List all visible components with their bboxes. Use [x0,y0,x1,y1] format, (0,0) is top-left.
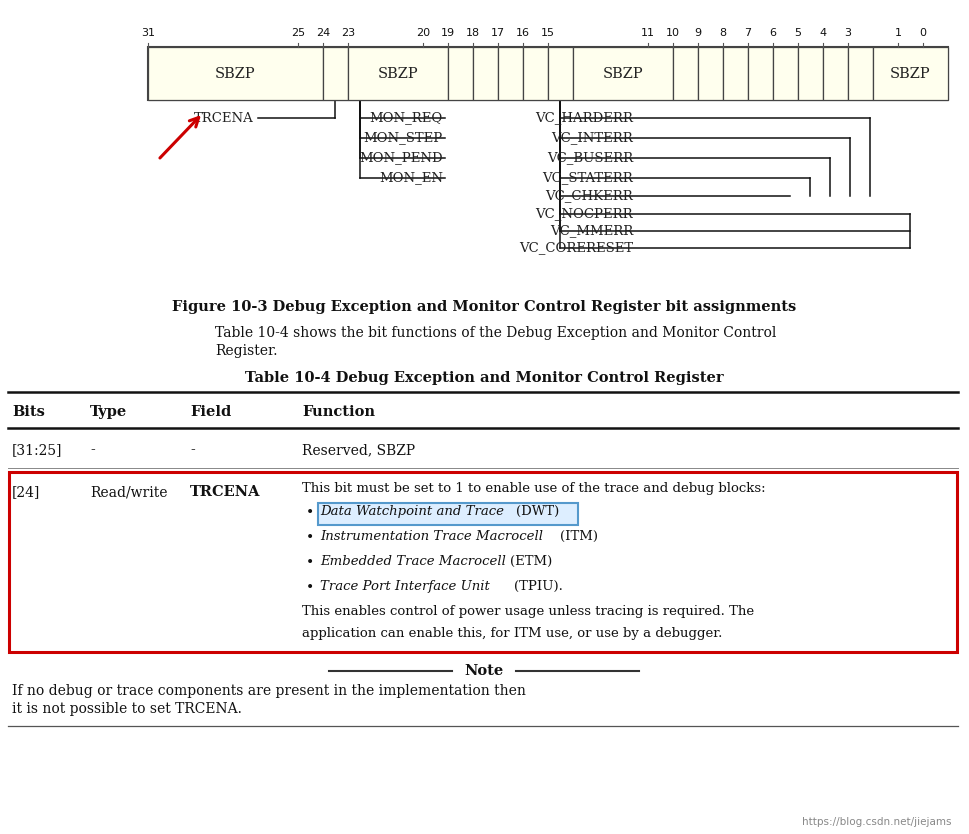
Text: 6: 6 [768,28,776,38]
Text: If no debug or trace components are present in the implementation then: If no debug or trace components are pres… [12,684,525,698]
Text: (TPIU).: (TPIU). [514,580,562,593]
Bar [148,47,947,100]
Bar [573,47,672,100]
Text: Trace Port Interface Unit: Trace Port Interface Unit [320,580,489,593]
Bar [9,472,956,652]
Text: 3: 3 [844,28,851,38]
Text: 18: 18 [465,28,480,38]
Text: -: - [90,443,95,457]
Bar [348,47,448,100]
Text: (DWT): (DWT) [516,505,559,518]
Text: SBZP: SBZP [602,67,642,81]
Bar [497,47,522,100]
Text: 16: 16 [516,28,529,38]
Text: •: • [305,555,314,569]
Text: Note: Note [464,664,503,678]
Text: SBZP: SBZP [377,67,418,81]
Text: -: - [190,443,195,457]
Text: it is not possible to set TRCENA.: it is not possible to set TRCENA. [12,702,241,716]
Bar [473,47,497,100]
Bar [747,47,772,100]
Text: VC_CORERESET: VC_CORERESET [518,242,633,254]
Text: This enables control of power usage unless tracing is required. The: This enables control of power usage unle… [301,605,753,618]
Text: SBZP: SBZP [890,67,930,81]
Text: 31: 31 [141,28,155,38]
Text: •: • [305,580,314,594]
Text: (ITM): (ITM) [559,530,597,543]
Bar [698,47,722,100]
Text: MON_EN: MON_EN [379,172,443,184]
Text: Type: Type [90,405,127,419]
Bar [772,47,797,100]
Text: Function: Function [301,405,375,419]
Text: 4: 4 [819,28,826,38]
Bar [522,47,547,100]
Text: Figure 10-3 Debug Exception and Monitor Control Register bit assignments: Figure 10-3 Debug Exception and Monitor … [172,300,796,314]
Bar [148,47,323,100]
Bar [822,47,847,100]
Text: MON_REQ: MON_REQ [369,112,443,124]
Text: 9: 9 [694,28,701,38]
Text: VC_INTERR: VC_INTERR [550,132,633,144]
Text: Table 10-4 shows the bit functions of the Debug Exception and Monitor Control: Table 10-4 shows the bit functions of th… [215,326,775,340]
Bar [872,47,947,100]
Text: Instrumentation Trace Macrocell: Instrumentation Trace Macrocell [320,530,543,543]
Text: 1: 1 [893,28,900,38]
Text: TRCENA: TRCENA [190,485,261,499]
Bar [722,47,747,100]
Text: 19: 19 [441,28,454,38]
Text: (ETM): (ETM) [510,555,551,568]
Bar [797,47,822,100]
Bar [847,47,872,100]
Text: Register.: Register. [215,344,277,358]
Bar [323,47,348,100]
Text: •: • [305,505,314,519]
Bar [547,47,573,100]
Text: MON_PEND: MON_PEND [359,152,443,164]
Text: Data Watchpoint and Trace: Data Watchpoint and Trace [320,505,504,518]
Bar [672,47,698,100]
FancyBboxPatch shape [318,503,578,525]
Text: 8: 8 [719,28,726,38]
Text: 20: 20 [416,28,429,38]
Text: VC_BUSERR: VC_BUSERR [547,152,633,164]
Text: [24]: [24] [12,485,41,499]
Text: Read/write: Read/write [90,485,168,499]
Text: Embedded Trace Macrocell: Embedded Trace Macrocell [320,555,506,568]
Text: •: • [305,530,314,544]
Text: SBZP: SBZP [215,67,256,81]
Text: application can enable this, for ITM use, or use by a debugger.: application can enable this, for ITM use… [301,627,722,640]
Text: Field: Field [190,405,231,419]
Text: 23: 23 [340,28,355,38]
Text: MON_STEP: MON_STEP [363,132,443,144]
Text: 10: 10 [666,28,679,38]
Text: [31:25]: [31:25] [12,443,62,457]
Text: 5: 5 [794,28,800,38]
Text: VC_NOCPERR: VC_NOCPERR [535,208,633,220]
Text: Reserved, SBZP: Reserved, SBZP [301,443,415,457]
Text: 15: 15 [541,28,554,38]
Text: VC_STATERR: VC_STATERR [542,172,633,184]
Text: VC_HARDERR: VC_HARDERR [535,112,633,124]
Text: 24: 24 [316,28,329,38]
Text: TRCENA: TRCENA [194,112,254,124]
Text: Table 10-4 Debug Exception and Monitor Control Register: Table 10-4 Debug Exception and Monitor C… [244,371,723,385]
Text: https://blog.csdn.net/jiejams: https://blog.csdn.net/jiejams [801,817,951,827]
Text: VC_CHKERR: VC_CHKERR [545,189,633,203]
Text: 25: 25 [291,28,304,38]
Text: 0: 0 [919,28,925,38]
Text: 11: 11 [641,28,654,38]
Text: 7: 7 [743,28,751,38]
Text: This bit must be set to 1 to enable use of the trace and debug blocks:: This bit must be set to 1 to enable use … [301,482,765,495]
Text: VC_MMERR: VC_MMERR [549,224,633,238]
Text: 17: 17 [490,28,505,38]
Text: Bits: Bits [12,405,45,419]
Bar [448,47,473,100]
